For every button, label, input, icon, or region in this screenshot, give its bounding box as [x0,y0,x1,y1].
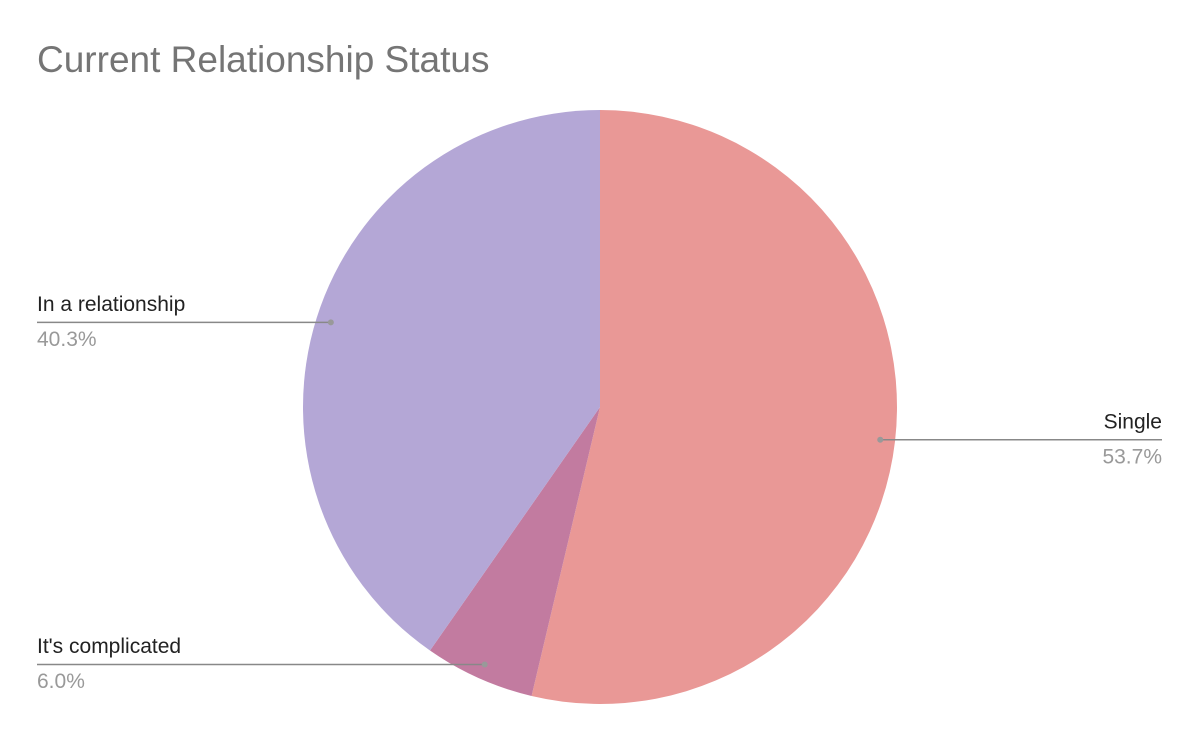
slice-label: In a relationship [37,293,185,316]
callout-dot [481,661,488,668]
slice-value-label: 53.7% [1102,445,1162,468]
chart-title: Current Relationship Status [37,39,489,80]
pie-slice [429,407,600,697]
slice-label: It's complicated [37,635,181,658]
callout-dot [327,319,334,326]
slice-label: Single [1104,410,1162,433]
pie-slice [531,110,897,704]
pie-slice [303,110,600,651]
slice-value-label: 6.0% [37,670,85,693]
slice-value-label: 40.3% [37,328,97,351]
callout-dot [877,436,884,443]
